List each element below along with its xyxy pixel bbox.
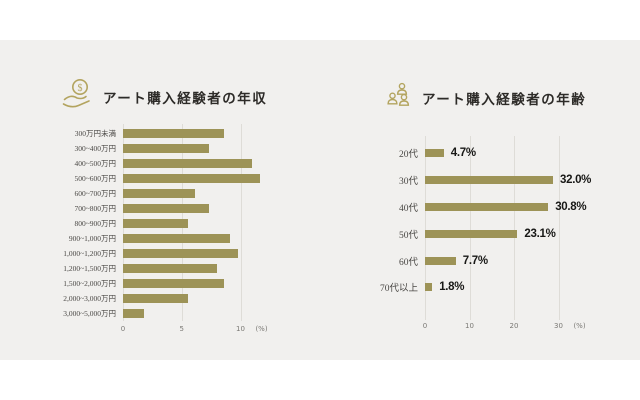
bar-row: 1,500~2,000万円 bbox=[56, 276, 260, 291]
category-label: 70代以上 bbox=[379, 284, 418, 295]
bar-row: 1,200~1,500万円 bbox=[56, 261, 260, 276]
value-label: 30.8% bbox=[555, 200, 587, 213]
people-icon bbox=[386, 82, 413, 113]
hand-coin-icon: $ bbox=[60, 78, 94, 115]
bar bbox=[425, 149, 444, 158]
bar bbox=[123, 174, 261, 183]
category-label: 500~600万円 bbox=[74, 174, 116, 183]
bar-row: 400~500万円 bbox=[56, 156, 260, 171]
category-label: 40代 bbox=[398, 203, 418, 214]
category-label: 900~1,000万円 bbox=[68, 234, 116, 243]
category-label: 1,200~1,500万円 bbox=[63, 264, 116, 273]
bar bbox=[425, 176, 553, 185]
category-label: 50代 bbox=[398, 230, 418, 241]
bar-row: 300万円未満 bbox=[56, 126, 260, 141]
age-chart-rows: 20代 4.7% 30代 32.0% 40代 30.8% 50代 23.1% 60代 7.7% 70… bbox=[368, 140, 591, 301]
axis-tick-label: 20 bbox=[509, 322, 519, 330]
bar-row: 3,000~5,000万円 bbox=[56, 306, 260, 321]
bar-row: 700~800万円 bbox=[56, 201, 260, 216]
age-chart-header: アート購入経験者の年齢 bbox=[386, 82, 586, 113]
bar bbox=[123, 249, 239, 258]
category-label: 3,000~5,000万円 bbox=[63, 309, 116, 318]
bar bbox=[425, 229, 518, 238]
bar-row: 2,000~3,000万円 bbox=[56, 291, 260, 306]
value-label: 32.0% bbox=[560, 174, 592, 187]
axis-tick-label: 0 bbox=[422, 322, 428, 330]
axis-unit-label: (%) bbox=[573, 322, 586, 330]
gridline bbox=[514, 136, 515, 320]
axis-tick-label: 10 bbox=[465, 322, 474, 330]
gridline bbox=[425, 136, 426, 320]
svg-text:$: $ bbox=[78, 83, 83, 94]
income-chart-title: アート購入経験者の年収 bbox=[103, 90, 268, 106]
bar-row: 800~900万円 bbox=[56, 216, 260, 231]
category-label: 60代 bbox=[398, 257, 418, 268]
bar bbox=[123, 234, 230, 243]
value-label: 1.8% bbox=[439, 281, 465, 294]
bar-row: 300~400万円 bbox=[56, 141, 260, 156]
axis-tick-label: 5 bbox=[179, 325, 184, 333]
age-chart-title: アート購入経験者の年齢 bbox=[422, 91, 587, 107]
bar bbox=[425, 256, 456, 265]
income-chart-rows: 300万円未満 300~400万円 400~500万円 500~600万円 600~70… bbox=[56, 126, 261, 321]
category-label: 20代 bbox=[398, 150, 418, 161]
bar bbox=[123, 264, 217, 273]
bar bbox=[123, 189, 195, 198]
bar-row: 1,000~1,200万円 bbox=[56, 246, 260, 261]
gray-panel-background bbox=[0, 40, 640, 360]
category-label: 400~500万円 bbox=[74, 159, 116, 168]
bar-row: 60代 7.7% bbox=[368, 247, 591, 274]
bar-row: 500~600万円 bbox=[56, 171, 261, 186]
bar-row: 40代 30.8% bbox=[368, 194, 591, 221]
category-label: 2,000~3,000万円 bbox=[63, 294, 116, 303]
bar bbox=[123, 294, 188, 303]
category-label: 700~800万円 bbox=[74, 204, 116, 213]
bar bbox=[123, 144, 209, 153]
income-chart-header: $ アート購入経験者の年収 bbox=[60, 78, 267, 115]
bar bbox=[123, 309, 145, 318]
gridline bbox=[558, 136, 560, 320]
bar bbox=[425, 283, 433, 292]
value-label: 23.1% bbox=[524, 227, 556, 240]
category-label: 1,500~2,000万円 bbox=[63, 279, 116, 288]
bar bbox=[123, 159, 253, 168]
axis-tick-label: 30 bbox=[554, 322, 563, 330]
bar bbox=[123, 219, 188, 228]
value-label: 7.7% bbox=[462, 254, 488, 267]
bar-row: 600~700万円 bbox=[56, 186, 260, 201]
category-label: 300~400万円 bbox=[74, 144, 116, 153]
bar-row: 30代 32.0% bbox=[368, 167, 591, 194]
axis-tick-label: 10 bbox=[236, 325, 245, 333]
bar bbox=[123, 279, 225, 288]
axis-tick-label: 0 bbox=[120, 325, 126, 333]
bar-row: 50代 23.1% bbox=[368, 220, 591, 247]
bar bbox=[123, 129, 225, 138]
category-label: 300万円未満 bbox=[74, 129, 116, 138]
bar bbox=[123, 204, 209, 213]
gridline bbox=[469, 136, 471, 320]
gridline bbox=[240, 124, 242, 321]
bar-row: 20代 4.7% bbox=[368, 140, 591, 167]
bar-row: 70代以上 1.8% bbox=[368, 274, 591, 301]
category-label: 1,000~1,200万円 bbox=[63, 249, 116, 258]
bar bbox=[425, 202, 549, 211]
value-label: 4.7% bbox=[450, 147, 476, 160]
category-label: 30代 bbox=[398, 177, 418, 188]
axis-unit-label: (%) bbox=[255, 325, 268, 333]
bar-row: 900~1,000万円 bbox=[56, 231, 260, 246]
category-label: 800~900万円 bbox=[74, 219, 116, 228]
category-label: 600~700万円 bbox=[74, 189, 116, 198]
